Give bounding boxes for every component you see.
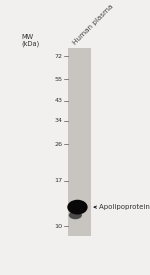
Text: 10: 10 (54, 224, 62, 229)
Text: 26: 26 (54, 142, 62, 147)
Ellipse shape (69, 211, 82, 219)
Bar (68, 48, 91, 236)
Text: Human plasma: Human plasma (71, 3, 114, 46)
Text: 72: 72 (54, 54, 62, 59)
Text: 55: 55 (54, 77, 62, 82)
Ellipse shape (67, 200, 88, 215)
Text: MW
(kDa): MW (kDa) (21, 34, 39, 47)
Text: Apolipoprotein C3: Apolipoprotein C3 (99, 204, 150, 210)
Text: 34: 34 (54, 119, 62, 123)
Text: 43: 43 (54, 98, 62, 103)
Text: 17: 17 (54, 178, 62, 183)
